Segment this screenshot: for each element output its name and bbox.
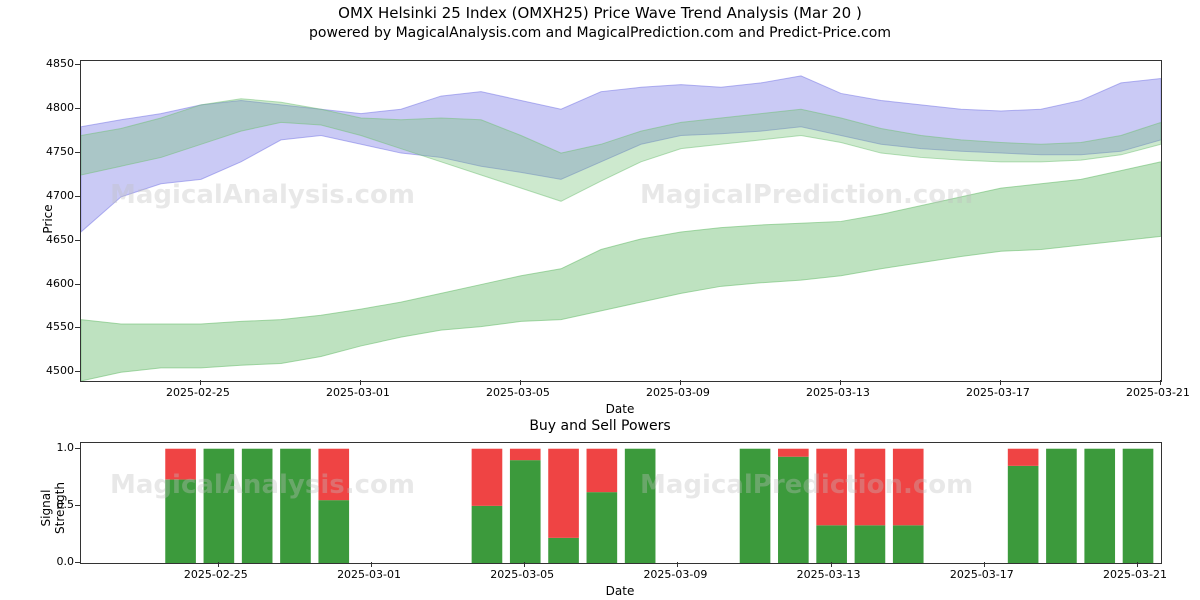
buy-bar (893, 525, 924, 563)
buy-bar (242, 449, 273, 563)
buy-bar (625, 449, 656, 563)
buy-bar (1084, 449, 1115, 563)
buy-bar (1123, 449, 1154, 563)
price-xtick (840, 380, 841, 385)
price-ytick-label: 4700 (46, 189, 74, 202)
price-xtick-label: 2025-03-21 (1126, 386, 1190, 399)
buy-bar (740, 449, 771, 563)
price-xtick (1160, 380, 1161, 385)
sell-bar (587, 449, 618, 492)
signal-ytick-label: 0.0 (57, 555, 75, 568)
price-ytick (75, 108, 80, 109)
buy-bar (1008, 466, 1039, 563)
price-ytick (75, 327, 80, 328)
signal-xtick-label: 2025-02-25 (184, 568, 248, 581)
price-xtick (680, 380, 681, 385)
buy-bar (204, 449, 235, 563)
signal-ytick-label: 1.0 (57, 441, 75, 454)
signal-xtick-label: 2025-03-01 (337, 568, 401, 581)
buy-bar (816, 525, 847, 563)
signal-xtick-label: 2025-03-05 (490, 568, 554, 581)
price-xtick (360, 380, 361, 385)
sell-bar (855, 449, 886, 526)
sell-bar (165, 449, 196, 480)
buy-bar (778, 457, 809, 563)
price-xtick (200, 380, 201, 385)
signal-xtick-label: 2025-03-21 (1103, 568, 1167, 581)
price-ytick-label: 4500 (46, 364, 74, 377)
buy-bar (548, 538, 579, 563)
price-xtick-label: 2025-03-09 (646, 386, 710, 399)
price-xtick (520, 380, 521, 385)
sell-bar (318, 449, 349, 500)
price-ytick-label: 4550 (46, 320, 74, 333)
price-ytick (75, 371, 80, 372)
price-ytick (75, 64, 80, 65)
buy-sell-x-label: Date (80, 584, 1160, 598)
sell-bar (510, 449, 541, 460)
price-ytick (75, 284, 80, 285)
sell-bar (778, 449, 809, 457)
price-ytick-label: 4850 (46, 57, 74, 70)
price-xtick-label: 2025-03-05 (486, 386, 550, 399)
signal-xtick (371, 562, 372, 567)
buy-bar (472, 506, 503, 563)
price-ytick (75, 240, 80, 241)
signal-ytick (75, 448, 80, 449)
signal-ytick (75, 562, 80, 563)
price-ytick-label: 4800 (46, 101, 74, 114)
price-xtick (1000, 380, 1001, 385)
price-ytick (75, 196, 80, 197)
signal-xtick-label: 2025-03-09 (643, 568, 707, 581)
buy-sell-svg (81, 443, 1161, 563)
price-xtick-label: 2025-02-25 (166, 386, 230, 399)
sell-bar (816, 449, 847, 526)
signal-xtick-label: 2025-03-17 (950, 568, 1014, 581)
signal-xtick (524, 562, 525, 567)
price-ytick (75, 152, 80, 153)
price-xtick-label: 2025-03-17 (966, 386, 1030, 399)
signal-xtick-label: 2025-03-13 (797, 568, 861, 581)
buy-bar (1046, 449, 1077, 563)
price-ytick-label: 4750 (46, 145, 74, 158)
signal-xtick (984, 562, 985, 567)
buy-bar (855, 525, 886, 563)
buy-bar (165, 480, 196, 563)
buy-sell-chart: Signal Strength Date (0, 0, 1200, 600)
signal-xtick (218, 562, 219, 567)
price-ytick-label: 4600 (46, 277, 74, 290)
signal-xtick (831, 562, 832, 567)
price-xtick-label: 2025-03-01 (326, 386, 390, 399)
buy-bar (280, 449, 311, 563)
sell-bar (1008, 449, 1039, 466)
sell-bar (548, 449, 579, 538)
signal-ytick-label: 0.5 (57, 498, 75, 511)
signal-xtick (677, 562, 678, 567)
signal-xtick (1137, 562, 1138, 567)
buy-bar (587, 492, 618, 563)
buy-bar (510, 460, 541, 563)
buy-sell-plot-area (80, 442, 1162, 564)
price-xtick-label: 2025-03-13 (806, 386, 870, 399)
signal-ytick (75, 505, 80, 506)
price-ytick-label: 4650 (46, 233, 74, 246)
buy-bar (318, 500, 349, 563)
sell-bar (472, 449, 503, 506)
sell-bar (893, 449, 924, 526)
